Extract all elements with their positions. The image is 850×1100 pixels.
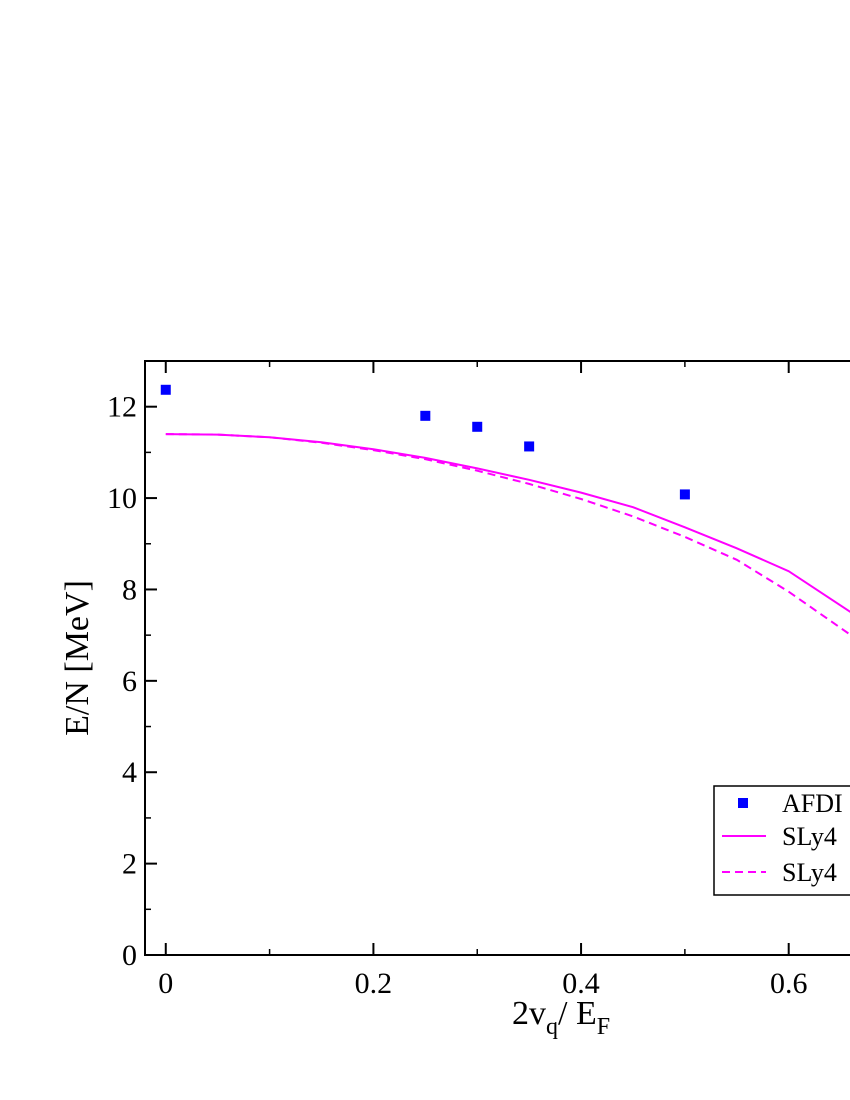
sly4-solid-line	[165, 433, 850, 613]
afdi-point	[524, 441, 535, 452]
x-tick-label: 0.4	[562, 967, 600, 1000]
y-axis-title: E/N [MeV]	[59, 580, 96, 736]
x-axis-title-mid: / E	[558, 995, 597, 1032]
x-axis-title-sub-q: q	[546, 1014, 558, 1040]
y-tick-label: 10	[107, 482, 137, 515]
legend-label-afdi: AFDI	[782, 789, 843, 818]
axis-ticks: 0 0.2 0.4 0.6 0 2 4 6 8 10 12	[107, 360, 808, 1000]
sly4-dashed-line	[165, 433, 850, 636]
x-tick-label: 0.2	[355, 967, 393, 1000]
legend-marker-afdi	[738, 798, 748, 808]
y-tick-label: 4	[122, 756, 137, 789]
afdi-point	[472, 421, 483, 432]
x-tick-label: 0.6	[770, 967, 808, 1000]
x-tick-label: 0	[158, 967, 173, 1000]
legend-label-sly4-solid: SLy4	[782, 822, 837, 851]
legend-box	[713, 785, 850, 896]
afdi-point	[679, 489, 690, 500]
y-tick-label: 2	[122, 848, 137, 881]
afdi-point	[420, 410, 431, 421]
plot-frame	[144, 360, 850, 956]
legend-label-sly4-dashed: SLy4	[782, 858, 837, 887]
plot-series	[160, 384, 850, 636]
y-tick-label: 8	[122, 573, 137, 606]
y-tick-label: 6	[122, 665, 137, 698]
legend: AFDI SLy4 SLy4	[713, 785, 850, 896]
afdi-point	[160, 384, 171, 395]
y-tick-label: 0	[122, 939, 137, 972]
x-axis-title-sub-f: F	[597, 1014, 610, 1040]
x-axis-title: 2vq/ EF	[512, 995, 610, 1040]
y-tick-label: 12	[107, 391, 137, 424]
